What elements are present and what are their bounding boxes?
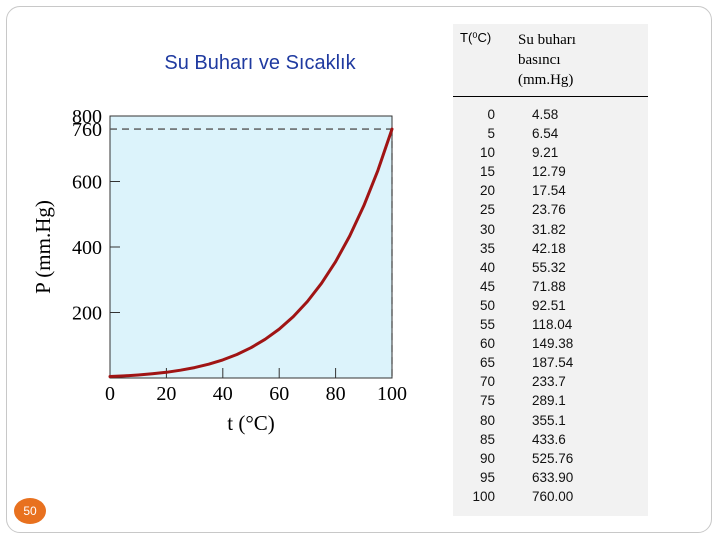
table-cell-temperature: 55 xyxy=(479,317,495,333)
table-cell-pressure: 42.18 xyxy=(532,240,566,256)
table-header-pressure-line: (mm.Hg) xyxy=(518,72,574,88)
table-cell-temperature: 25 xyxy=(479,202,495,218)
plot-area xyxy=(109,115,393,379)
table-cell-pressure: 760.00 xyxy=(532,488,574,504)
y-tick-label: 800 xyxy=(72,108,102,128)
table-cell-pressure: 23.76 xyxy=(532,202,566,218)
vapor-pressure-curve xyxy=(108,127,394,378)
table-header-temperature: T(⁰C) xyxy=(460,30,492,45)
table-cell-pressure: 31.82 xyxy=(532,221,566,237)
table-cell-temperature: 35 xyxy=(479,240,495,256)
table-cell-temperature: 70 xyxy=(479,374,495,390)
table-cell-temperature: 65 xyxy=(479,355,495,371)
x-tick-label: 80 xyxy=(326,383,346,405)
table-cell-temperature: 95 xyxy=(479,469,495,485)
table-cell-pressure: 118.04 xyxy=(532,317,573,333)
table-cell-pressure: 187.54 xyxy=(532,355,574,371)
table-cell-temperature: 20 xyxy=(479,183,495,199)
x-tick-label: 20 xyxy=(156,383,176,405)
table-cell-pressure: 433.6 xyxy=(532,431,566,447)
slide-frame xyxy=(6,6,712,533)
table-cell-pressure: 71.88 xyxy=(532,278,566,294)
vapor-pressure-table xyxy=(453,24,648,516)
table-cell-pressure: 149.38 xyxy=(532,336,574,352)
x-tick-label: 40 xyxy=(213,383,233,405)
x-tick-label: 60 xyxy=(269,383,289,405)
table-cell-temperature: 80 xyxy=(479,412,495,428)
table-cell-temperature: 0 xyxy=(487,107,495,122)
y-tick-label: 600 xyxy=(72,172,102,194)
table-header-pressure-line: Su buharı xyxy=(518,32,576,48)
table-cell-pressure: 55.32 xyxy=(532,259,566,275)
temperature-column: 0 5 10 15 20 25 30 35 40 45 50 55 60 65 70 75 80 85 90 95 10… xyxy=(455,105,495,506)
table-cell-pressure: 92.51 xyxy=(532,297,566,313)
table-cell-pressure: 4.58 xyxy=(532,107,559,122)
table-cell-pressure: 289.1 xyxy=(532,393,566,409)
table-cell-temperature: 100 xyxy=(472,488,495,504)
table-cell-temperature: 15 xyxy=(479,164,495,180)
pressure-column: 4.58 6.54 9.21 12.79 17.54 23.76 31.82 42.18 55.… xyxy=(532,105,622,506)
table-cell-temperature: 75 xyxy=(479,393,495,409)
table-cell-pressure: 17.54 xyxy=(532,183,566,199)
x-tick-label: 0 xyxy=(105,383,115,405)
y-tick-label: 400 xyxy=(72,237,102,259)
table-cell-pressure: 355.1 xyxy=(532,412,566,428)
table-cell-temperature: 60 xyxy=(479,336,495,352)
slide-title: Su Buharı ve Sıcaklık xyxy=(164,52,356,74)
table-cell-temperature: 50 xyxy=(479,297,495,313)
table-cell-temperature: 40 xyxy=(479,259,495,275)
table-cell-pressure: 525.76 xyxy=(532,450,574,466)
table-cell-temperature: 10 xyxy=(479,145,495,161)
y-tick-label: 200 xyxy=(72,303,102,325)
table-header-divider xyxy=(453,96,648,97)
table-cell-pressure: 9.21 xyxy=(532,145,559,161)
table-cell-temperature: 85 xyxy=(479,431,495,447)
y-axis-title: P (mm.Hg) xyxy=(31,200,55,294)
table-cell-temperature: 5 xyxy=(487,126,495,142)
x-axis-title: t (°C) xyxy=(227,411,274,435)
x-tick-label: 100 xyxy=(377,383,407,405)
table-cell-temperature: 30 xyxy=(479,221,495,237)
table-header-pressure-line: basıncı xyxy=(518,52,561,68)
table-cell-temperature: 90 xyxy=(479,450,495,466)
page-number-badge: 50 xyxy=(14,498,46,524)
table-cell-pressure: 12.79 xyxy=(532,164,566,180)
table-cell-pressure: 233.7 xyxy=(532,374,566,390)
y-tick-label: 760 xyxy=(72,119,102,141)
table-cell-pressure: 6.54 xyxy=(532,126,559,142)
table-cell-temperature: 45 xyxy=(479,278,495,294)
table-header-pressure: Su buharı basıncı (mm.Hg) xyxy=(518,30,648,90)
table-cell-pressure: 633.90 xyxy=(532,469,574,485)
